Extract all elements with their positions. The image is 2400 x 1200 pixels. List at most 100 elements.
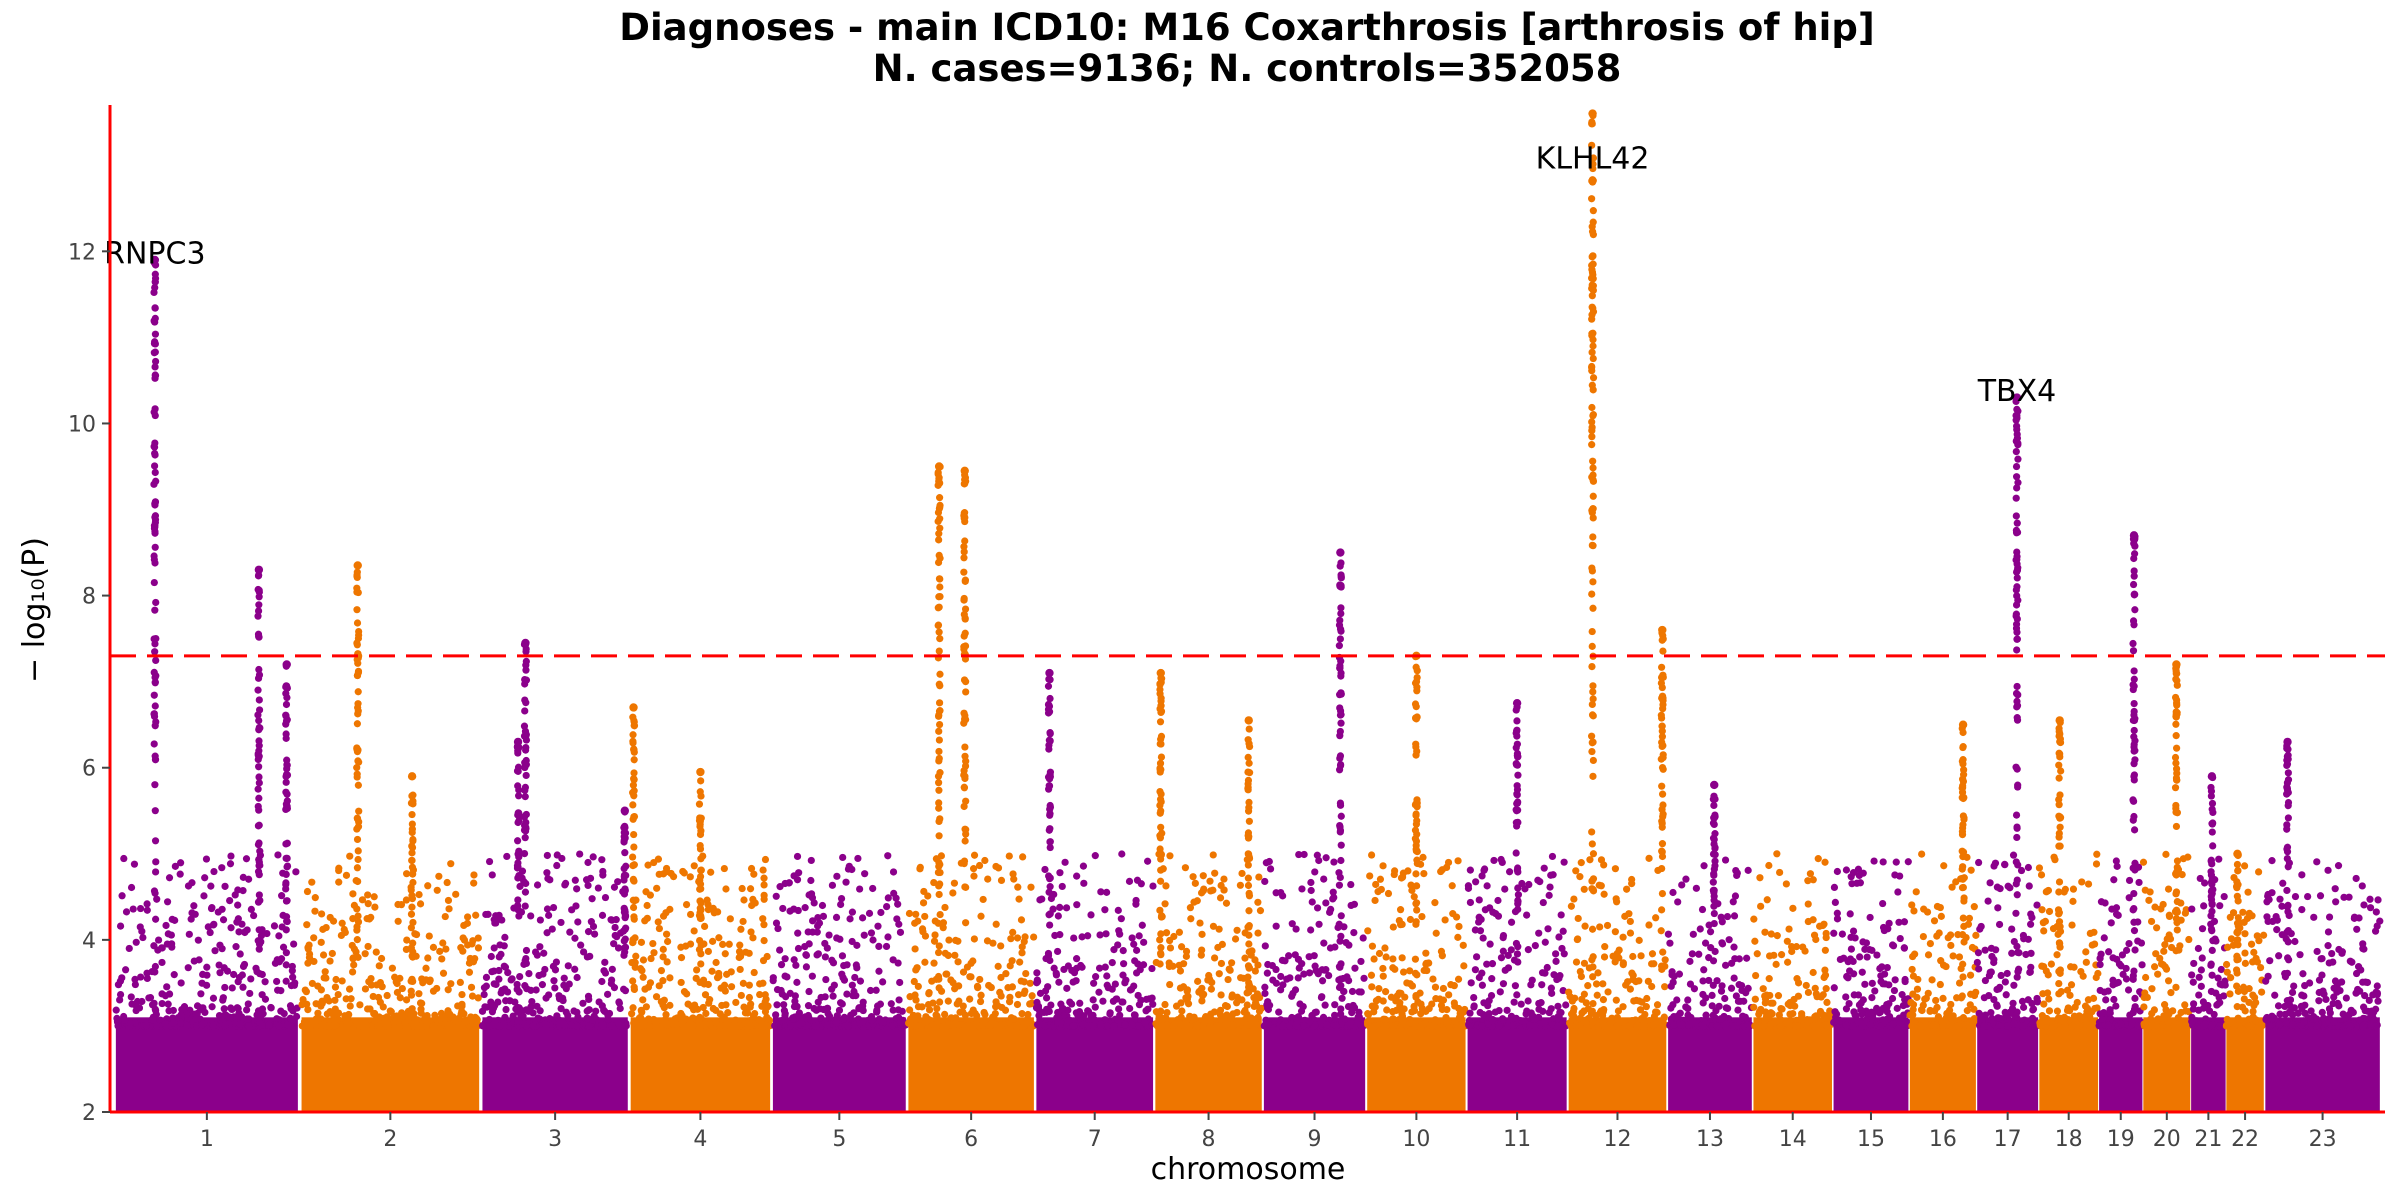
data-point [1348, 987, 1357, 996]
data-point [1980, 994, 1988, 1002]
data-point [502, 997, 510, 1005]
data-point [2069, 897, 2077, 905]
data-point [737, 991, 745, 1000]
data-point [1337, 912, 1345, 920]
data-point [588, 895, 596, 903]
data-point [1842, 993, 1850, 1001]
data-point [439, 939, 447, 947]
data-point [916, 865, 924, 873]
data-point [1847, 945, 1856, 953]
data-point [2009, 999, 2017, 1007]
data-point [708, 937, 717, 945]
data-point [553, 861, 561, 870]
data-point [1895, 918, 1903, 926]
data-point [342, 1022, 350, 1030]
data-point [1674, 1012, 1682, 1020]
data-point [334, 990, 342, 999]
data-point [292, 868, 300, 876]
data-point [1702, 1011, 1710, 1019]
data-point [1588, 925, 1597, 933]
data-point [687, 1022, 695, 1030]
data-point [1589, 973, 1597, 981]
data-point [774, 924, 782, 933]
data-point [2304, 892, 2312, 901]
data-point [1750, 1003, 1758, 1011]
data-point [1431, 1018, 1439, 1026]
peak-point [255, 696, 263, 704]
data-point [1091, 1003, 1099, 1011]
data-point [2107, 919, 2115, 927]
data-point [2282, 1019, 2290, 1027]
data-point [1732, 992, 1740, 1000]
data-point [981, 1016, 989, 1024]
data-point [1197, 951, 1205, 959]
data-point [1163, 1008, 1171, 1017]
data-point [859, 998, 867, 1006]
data-point [394, 900, 402, 909]
data-point [2208, 971, 2216, 979]
data-point [838, 952, 847, 960]
data-point [1244, 881, 1253, 890]
data-point [562, 1008, 570, 1016]
data-point [1277, 986, 1285, 994]
data-point [628, 1010, 636, 1018]
data-point [1491, 1008, 1499, 1016]
data-point [1323, 1021, 1331, 1029]
data-point [2055, 878, 2064, 886]
data-point [1661, 983, 1669, 991]
data-point [1725, 936, 1733, 944]
data-point [1788, 942, 1796, 951]
data-point [482, 910, 490, 919]
data-point [906, 993, 914, 1001]
data-point [690, 927, 698, 935]
background-band-chr12 [1568, 1017, 1667, 1112]
data-point [2106, 1006, 2114, 1014]
data-point [1261, 983, 1269, 991]
data-point [142, 1021, 150, 1030]
data-point [470, 871, 478, 879]
data-point [2010, 981, 2018, 989]
data-point [1057, 1019, 1065, 1027]
data-point [1730, 974, 1738, 982]
data-point [2170, 1022, 2179, 1030]
data-point [1878, 963, 1886, 971]
data-point [1997, 971, 2005, 980]
data-point [1904, 858, 1912, 866]
data-point [1776, 1016, 1785, 1024]
data-point [1504, 964, 1513, 972]
data-point [889, 1006, 897, 1014]
data-point [410, 1013, 418, 1022]
data-point [1791, 1002, 1799, 1010]
data-point [1330, 858, 1338, 866]
data-point [989, 939, 997, 947]
background-band-chr9 [1263, 1017, 1366, 1112]
data-point [583, 953, 591, 961]
data-point [2102, 996, 2110, 1004]
data-point [234, 901, 242, 909]
data-point [1889, 1020, 1897, 1028]
data-point [968, 1022, 977, 1030]
data-point [1541, 969, 1549, 977]
data-point [1263, 1004, 1272, 1012]
data-point [1161, 1000, 1169, 1009]
data-point [298, 1022, 306, 1030]
data-point [2338, 948, 2346, 956]
data-point [184, 882, 193, 890]
data-point [2002, 991, 2010, 999]
data-point [722, 1001, 730, 1009]
data-point [2340, 893, 2348, 901]
data-point [794, 944, 803, 953]
data-point [2041, 917, 2050, 925]
data-point [1810, 1022, 1818, 1030]
data-point [639, 996, 647, 1004]
data-point [474, 994, 482, 1002]
data-point [218, 905, 226, 913]
peak-point [151, 405, 159, 413]
data-point [332, 975, 340, 984]
data-point [1970, 991, 1979, 999]
data-point [584, 858, 592, 867]
data-point [967, 973, 975, 981]
data-point [610, 984, 619, 992]
data-point [914, 982, 922, 991]
data-point [1368, 983, 1376, 991]
